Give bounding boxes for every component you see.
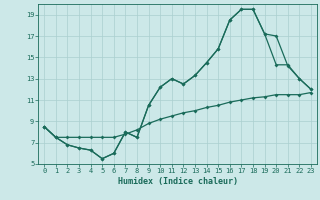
X-axis label: Humidex (Indice chaleur): Humidex (Indice chaleur) <box>118 177 238 186</box>
